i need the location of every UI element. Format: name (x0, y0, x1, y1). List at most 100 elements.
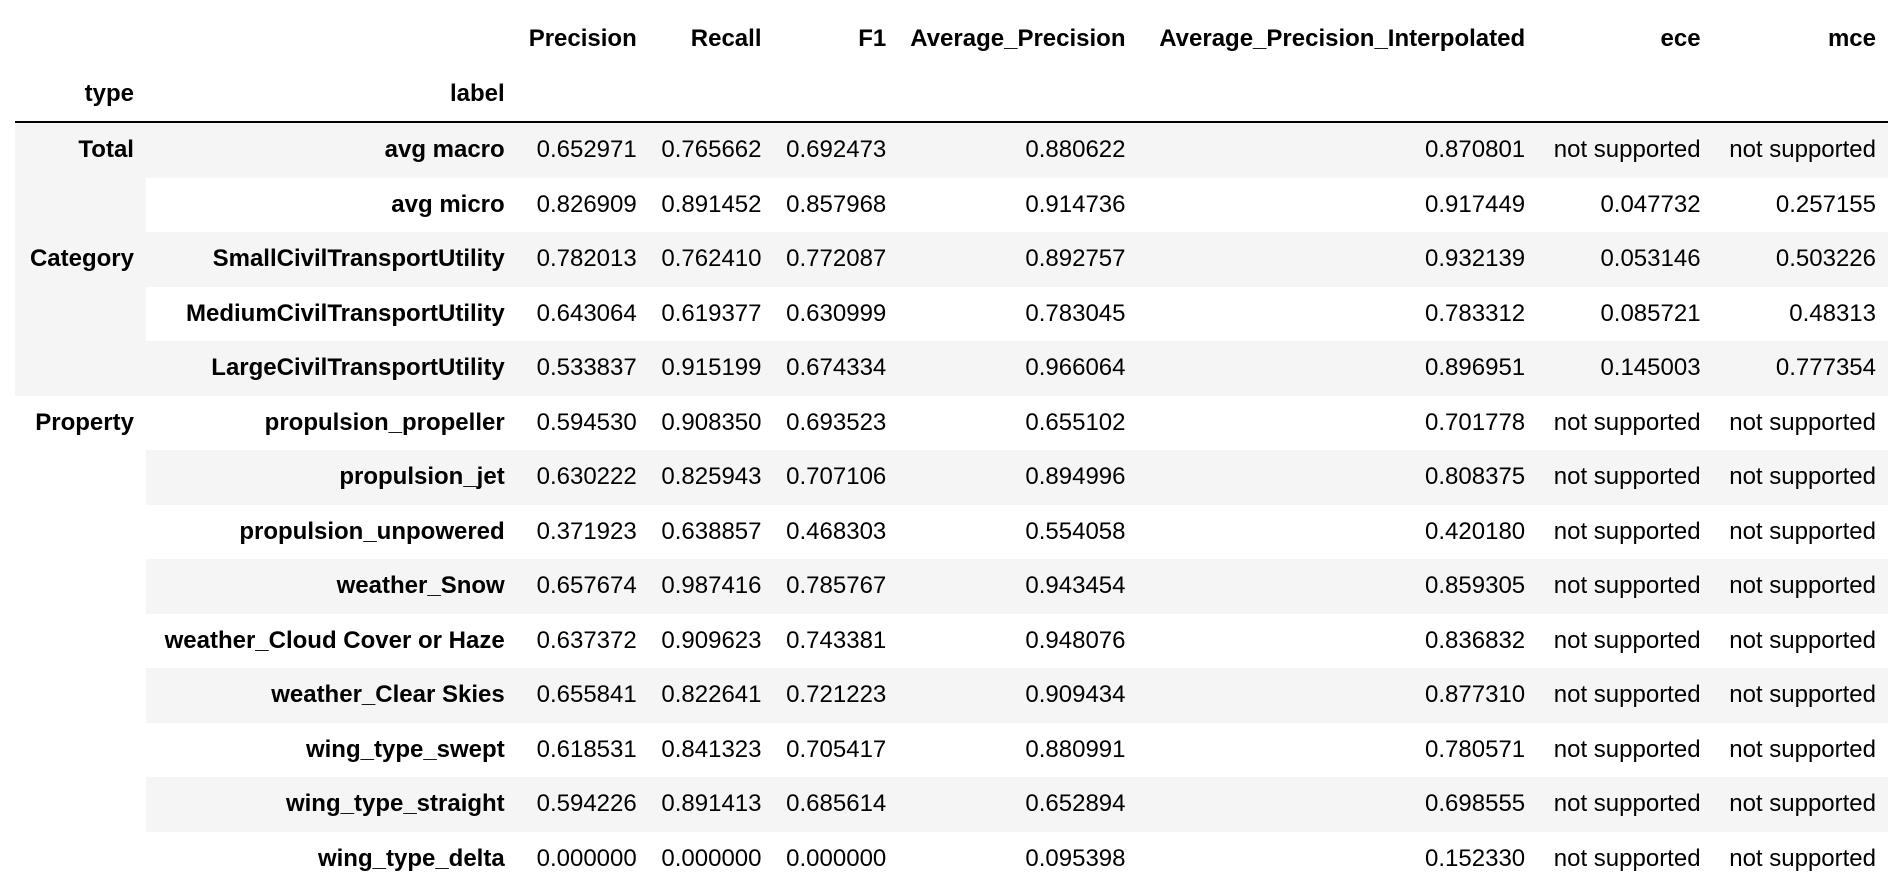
table-cell: 0.000000 (516, 831, 649, 886)
row-label: propulsion_propeller (145, 395, 517, 450)
table-cell: 0.674334 (773, 341, 899, 396)
table-cell: 0.826909 (516, 177, 649, 232)
row-label: weather_Snow (145, 559, 517, 614)
table-cell: not supported (1537, 668, 1713, 723)
table-cell: 0.420180 (1137, 504, 1538, 559)
table-cell: 0.095398 (898, 831, 1138, 886)
table-cell: 0.966064 (898, 341, 1138, 396)
table-header: Precision Recall F1 Average_Precision Av… (15, 12, 1888, 123)
table-cell: 0.877310 (1137, 668, 1538, 723)
table-cell: 0.841323 (648, 722, 774, 777)
table-row: MediumCivilTransportUtility 0.643064 0.619… (15, 286, 1888, 341)
table-cell: 0.533837 (516, 341, 649, 396)
table-cell: 0.554058 (898, 504, 1138, 559)
table-cell: not supported (1712, 722, 1888, 777)
table-cell: 0.145003 (1537, 341, 1713, 396)
column-header-ece: ece (1537, 12, 1713, 67)
blank-header-cell (145, 12, 517, 67)
table-cell: 0.891452 (648, 177, 774, 232)
table-cell: 0.643064 (516, 286, 649, 341)
table-cell: 0.692473 (773, 122, 899, 178)
table-cell: 0.693523 (773, 395, 899, 450)
blank-header-cell (1537, 66, 1713, 123)
table-cell: 0.48313 (1712, 286, 1888, 341)
table-cell: 0.630222 (516, 450, 649, 505)
table-cell: 0.630999 (773, 286, 899, 341)
table-cell: 0.762410 (648, 232, 774, 287)
table-cell: 0.783045 (898, 286, 1138, 341)
table-row: propulsion_unpowered 0.371923 0.638857 0.46… (15, 504, 1888, 559)
row-label: wing_type_straight (145, 777, 517, 832)
column-header-precision: Precision (516, 12, 649, 67)
index-name-type: type (15, 66, 146, 123)
table-cell: 0.783312 (1137, 286, 1538, 341)
table-cell: 0.698555 (1137, 777, 1538, 832)
table-cell: 0.701778 (1137, 395, 1538, 450)
table-cell: 0.825943 (648, 450, 774, 505)
table-cell: 0.652971 (516, 122, 649, 178)
table-cell: 0.657674 (516, 559, 649, 614)
table-cell: 0.896951 (1137, 341, 1538, 396)
table-cell: 0.257155 (1712, 177, 1888, 232)
table-cell: 0.892757 (898, 232, 1138, 287)
row-label: propulsion_unpowered (145, 504, 517, 559)
table-cell: 0.880622 (898, 122, 1138, 178)
table-row: Category SmallCivilTransportUtility 0.7820… (15, 232, 1888, 396)
table-cell: 0.822641 (648, 668, 774, 723)
row-group-type: Property (15, 395, 146, 886)
table-cell: not supported (1712, 450, 1888, 505)
table-cell: 0.894996 (898, 450, 1138, 505)
table-cell: 0.637372 (516, 613, 649, 668)
table-cell: 0.915199 (648, 341, 774, 396)
table-cell: 0.777354 (1712, 341, 1888, 396)
column-header-recall: Recall (648, 12, 774, 67)
row-label: propulsion_jet (145, 450, 517, 505)
row-group-type: Total (15, 122, 146, 232)
row-label: weather_Cloud Cover or Haze (145, 613, 517, 668)
table-cell: not supported (1537, 450, 1713, 505)
row-label: wing_type_delta (145, 831, 517, 886)
table-cell: 0.908350 (648, 395, 774, 450)
table-cell: 0.594530 (516, 395, 649, 450)
table-cell: 0.705417 (773, 722, 899, 777)
blank-header-cell (648, 66, 774, 123)
row-label: LargeCivilTransportUtility (145, 341, 517, 396)
table-cell: 0.503226 (1712, 232, 1888, 287)
table-cell: 0.943454 (898, 559, 1138, 614)
table-cell: not supported (1537, 831, 1713, 886)
row-label: MediumCivilTransportUtility (145, 286, 517, 341)
row-label: SmallCivilTransportUtility (145, 232, 517, 287)
table-cell: 0.721223 (773, 668, 899, 723)
table-cell: 0.987416 (648, 559, 774, 614)
table-cell: 0.152330 (1137, 831, 1538, 886)
table-cell: 0.707106 (773, 450, 899, 505)
blank-header-cell (1712, 66, 1888, 123)
table-cell: not supported (1537, 722, 1713, 777)
table-cell: not supported (1712, 559, 1888, 614)
column-header-average-precision-interpolated: Average_Precision_Interpolated (1137, 12, 1538, 67)
row-label: avg micro (145, 177, 517, 232)
table-cell: 0.085721 (1537, 286, 1713, 341)
table-cell: 0.836832 (1137, 613, 1538, 668)
table-cell: 0.880991 (898, 722, 1138, 777)
table-cell: 0.780571 (1137, 722, 1538, 777)
table-row: Total avg macro 0.652971 0.765662 0.692473 0.… (15, 122, 1888, 232)
table-cell: 0.870801 (1137, 122, 1538, 178)
table-cell: 0.785767 (773, 559, 899, 614)
row-group-type: Category (15, 232, 146, 396)
table-cell: not supported (1537, 613, 1713, 668)
table-cell: 0.685614 (773, 777, 899, 832)
table-cell: not supported (1537, 504, 1713, 559)
table-row: weather_Clear Skies 0.655841 0.822641 0.721… (15, 668, 1888, 723)
table-cell: 0.652894 (898, 777, 1138, 832)
table-cell: not supported (1712, 831, 1888, 886)
blank-header-cell (773, 66, 899, 123)
table-row: propulsion_jet 0.630222 0.825943 0.707106 0.… (15, 450, 1888, 505)
table-row: LargeCivilTransportUtility 0.533837 0.9151… (15, 341, 1888, 396)
table-cell: 0.917449 (1137, 177, 1538, 232)
table-cell: not supported (1712, 668, 1888, 723)
index-name-row: type label (15, 66, 1888, 123)
table-cell: 0.857968 (773, 177, 899, 232)
index-name-label: label (145, 66, 517, 123)
table-cell: 0.914736 (898, 177, 1138, 232)
